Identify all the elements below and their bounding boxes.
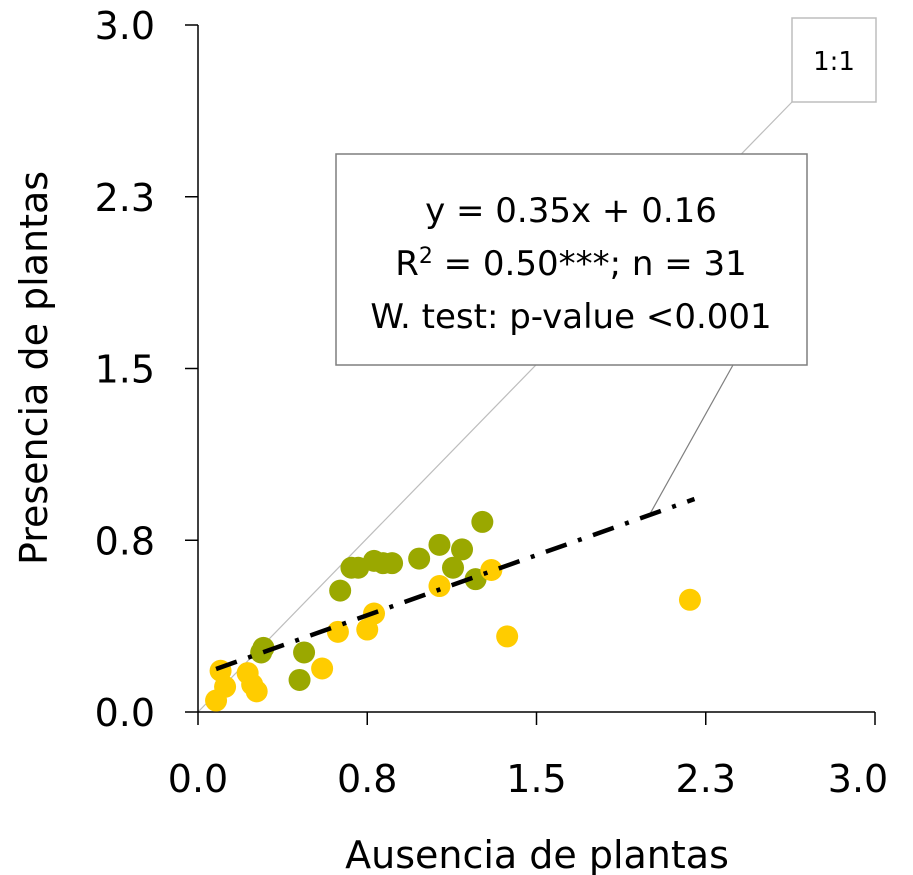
data-point [428,533,451,556]
x-axis-title: Ausencia de plantas [345,833,729,875]
data-point [245,680,268,703]
y-tick-label: 0.8 [95,519,155,563]
x-tick-label: 3.0 [828,757,888,801]
y-ticks: 0.0 0.8 1.5 2.3 3.0 [95,4,198,735]
data-point [442,556,465,579]
data-point [293,641,316,664]
regression-annotation-box: y = 0.35x + 0.16 R2 = 0.50***; n = 31 W.… [335,153,808,366]
data-point [288,668,311,691]
data-points [205,510,701,712]
x-ticks: 0.0 0.8 1.5 2.3 3.0 [168,712,888,801]
axes: 0.0 0.8 1.5 2.3 3.0 0.0 0.8 1.5 2.3 3.0 [95,4,889,801]
y-tick-label: 2.3 [95,176,155,220]
data-point [252,636,275,659]
data-point [678,588,701,611]
data-point [329,579,352,602]
one-to-one-label: 1:1 [813,47,855,77]
x-tick-label: 0.8 [337,757,397,801]
data-point [471,510,494,533]
data-point [326,620,349,643]
data-point [214,675,237,698]
data-point [496,625,519,648]
data-point [311,657,334,680]
data-point [480,559,503,582]
r-squared-text: R2 = 0.50***; n = 31 [395,244,747,285]
regression-equation: y = 0.35x + 0.16 [425,191,717,231]
y-tick-label: 0.0 [95,691,155,735]
data-point [408,547,431,570]
y-axis-title: Presencia de plantas [12,171,56,565]
trend-line [215,496,696,672]
annotation-pointer-line [648,364,734,516]
x-tick-label: 1.5 [506,757,566,801]
y-tick-label: 3.0 [95,4,155,48]
wilcoxon-test-text: W. test: p-value <0.001 [370,297,771,337]
one-to-one-badge: 1:1 [791,17,877,103]
y-tick-label: 1.5 [95,348,155,392]
data-point [428,575,451,598]
x-tick-label: 0.0 [168,757,228,801]
data-point [381,552,404,575]
x-tick-label: 2.3 [676,757,736,801]
data-point [451,538,474,561]
